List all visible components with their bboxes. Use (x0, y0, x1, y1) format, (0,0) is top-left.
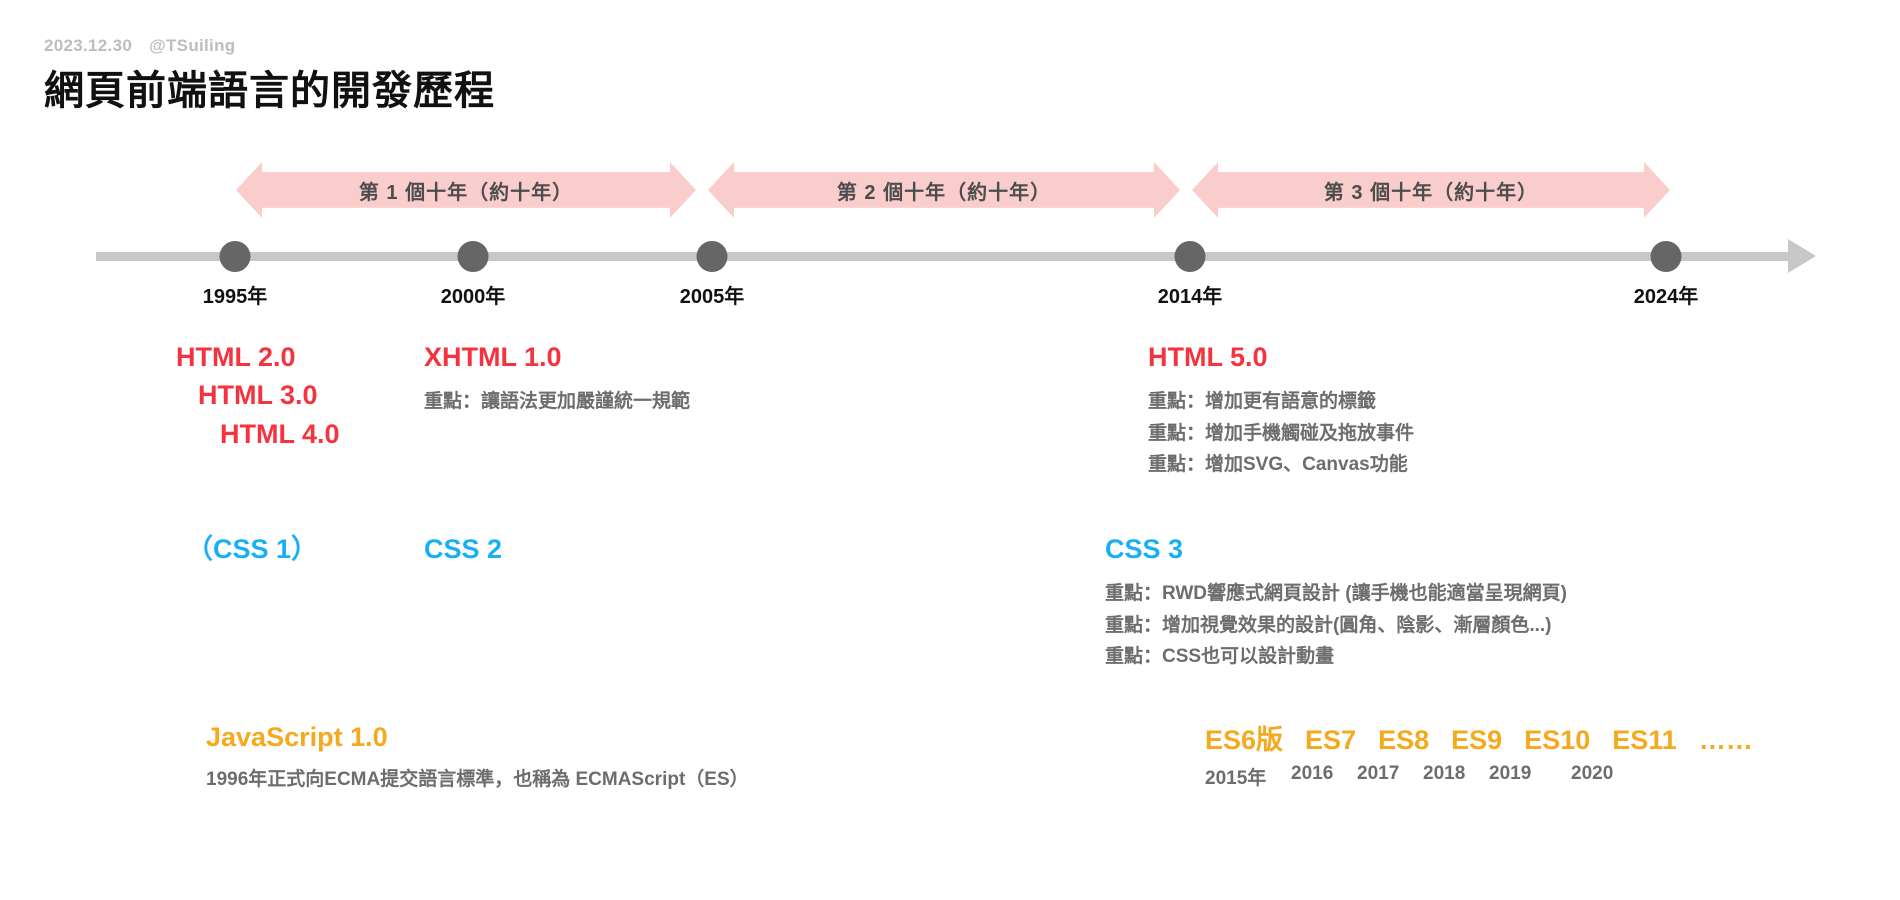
byline-handle: @TSuiling (149, 36, 236, 55)
html5-block: HTML 5.0 重點：增加更有語意的標籤 重點：增加手機觸碰及拖放事件 重點：… (1148, 338, 1414, 480)
xhtml-block: XHTML 1.0 重點：讓語法更加嚴謹統一規範 (424, 338, 690, 418)
html-early-versions-block: HTML 2.0 HTML 3.0 HTML 4.0 (176, 338, 340, 453)
javascript-note-1: 1996年正式向ECMA提交語言標準，也稱為 ECMAScript（ES） (206, 769, 749, 791)
html-4-label: HTML 4.0 (220, 418, 340, 449)
es8-year: 2017 (1357, 763, 1400, 784)
byline-date: 2023.12.30 (44, 36, 133, 55)
css2-name: CSS 2 (424, 534, 503, 564)
decade-arrow-2: 第 2 個十年（約十年） (708, 162, 1180, 218)
decade-arrow-3: 第 3 個十年（約十年） (1192, 162, 1670, 218)
es10-name: ES10 (1524, 725, 1591, 755)
es11-year: 2020 (1571, 763, 1614, 784)
es9-name: ES9 (1451, 725, 1503, 755)
timeline-dot-1995 (219, 241, 251, 272)
css3-note-3: 重點：CSS也可以設計動畫 (1105, 646, 1335, 668)
es-years-row: 2015年 2016 2017 2018 2019 2020 (1205, 763, 1753, 790)
timeline-dot-2000 (457, 241, 489, 272)
html-2-label: HTML 2.0 (176, 342, 296, 372)
es10-year: 2019 (1489, 763, 1532, 784)
javascript-name: JavaScript 1.0 (206, 722, 388, 752)
html5-note-3: 重點：增加SVG、Canvas功能 (1148, 454, 1408, 476)
html5-name: HTML 5.0 (1148, 342, 1268, 372)
es6-name: ES6版 (1205, 725, 1284, 755)
xhtml-note-1: 重點：讓語法更加嚴謹統一規範 (424, 391, 691, 413)
es8-name: ES8 (1378, 725, 1430, 755)
timeline-arrowhead-icon (1788, 239, 1816, 273)
css1-block: （CSS 1） (186, 530, 318, 568)
timeline-label-2014: 2014年 (1157, 286, 1223, 308)
timeline-dot-2024 (1650, 241, 1682, 272)
timeline-axis (96, 252, 1794, 261)
css3-name: CSS 3 (1105, 534, 1184, 564)
timeline-dot-2005 (696, 241, 728, 272)
html-3-label: HTML 3.0 (198, 380, 318, 411)
css3-note-1: 重點：RWD響應式網頁設計 (讓手機也能適當呈現網頁) (1105, 583, 1567, 605)
css2-block: CSS 2 (424, 530, 502, 568)
css1-name: （CSS 1） (186, 534, 319, 564)
es6-year: 2015年 (1205, 768, 1267, 789)
decade-arrow-1: 第 1 個十年（約十年） (236, 162, 696, 218)
timeline-label-1995: 1995年 (202, 286, 268, 308)
xhtml-name: XHTML 1.0 (424, 342, 562, 372)
decade-arrow-1-label: 第 1 個十年（約十年） (358, 181, 574, 204)
html5-note-1: 重點：增加更有語意的標籤 (1148, 391, 1377, 413)
css3-note-2: 重點：增加視覺效果的設計(圓角、陰影、漸層顏色...) (1105, 614, 1552, 636)
es-versions-block: ES6版 ES7 ES8 ES9 ES10 ES11 …… 2015年 2016… (1205, 718, 1753, 790)
decade-arrow-2-label: 第 2 個十年（約十年） (836, 181, 1052, 204)
html5-note-2: 重點：增加手機觸碰及拖放事件 (1148, 422, 1415, 444)
byline: 2023.12.30 @TSuiling (44, 36, 235, 56)
javascript-block: JavaScript 1.0 1996年正式向ECMA提交語言標準，也稱為 EC… (206, 718, 749, 796)
es-ellipsis: …… (1698, 725, 1753, 755)
decade-arrow-3-label: 第 3 個十年（約十年） (1323, 181, 1539, 204)
css3-block: CSS 3 重點：RWD響應式網頁設計 (讓手機也能適當呈現網頁) 重點：增加視… (1105, 530, 1567, 672)
page-title: 網頁前端語言的開發歷程 (44, 69, 495, 113)
timeline-label-2024: 2024年 (1633, 286, 1699, 308)
es7-name: ES7 (1305, 725, 1357, 755)
es9-year: 2018 (1423, 763, 1466, 784)
es11-name: ES11 (1612, 725, 1677, 755)
timeline-dot-2014 (1174, 241, 1206, 272)
timeline-label-2005: 2005年 (679, 286, 745, 308)
es7-year: 2016 (1291, 763, 1334, 784)
es-names-row: ES6版 ES7 ES8 ES9 ES10 ES11 …… (1205, 718, 1753, 757)
decade-arrow-band: 第 1 個十年（約十年） 第 2 個十年（約十年） 第 3 個十年（約十年） (0, 162, 1900, 218)
timeline-label-2000: 2000年 (440, 286, 506, 308)
